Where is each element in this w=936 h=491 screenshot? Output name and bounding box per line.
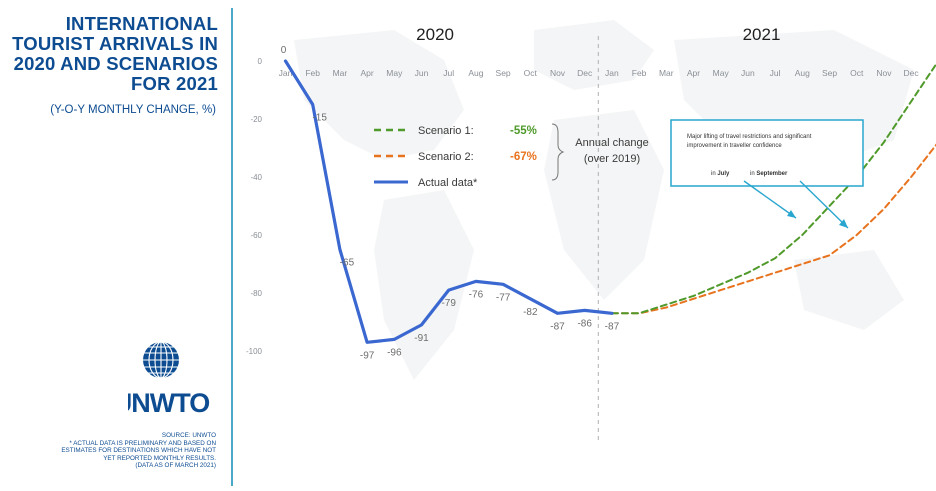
x-tick-label: Jun <box>415 68 429 78</box>
axis-layer: 2020 2021 Jan Feb Mar Apr May Jun Jul Aug Sep Oct No… <box>246 25 919 440</box>
x-tick-label: May <box>713 68 730 78</box>
x-tick-label: Jan <box>279 68 293 78</box>
series-line-scenario2 <box>610 143 936 315</box>
annotation-callout: Major lifting of travel restrictions and… <box>670 119 864 229</box>
legend-bracket-line: (over 2019) <box>584 153 640 165</box>
x-tick-label: Sep <box>822 68 837 78</box>
annotation-september: in September <box>750 171 788 177</box>
data-label: -87 <box>605 321 620 332</box>
title-line: INTERNATIONAL <box>65 13 218 34</box>
source-note: SOURCE: UNWTO * ACTUAL DATA IS PRELIMINA… <box>6 432 216 470</box>
legend-label-scenario1: Scenario 1: <box>418 125 474 137</box>
labels-layer: 0 -15 -65 -97 -96 -91 -79 -76 -77 -82 -87 -86 -87 <box>281 45 620 361</box>
data-label: 0 <box>281 45 287 56</box>
x-tick-label: Aug <box>795 68 810 78</box>
legend-bracket <box>551 123 565 181</box>
legend: Scenario 1: -55% Scenario 2: -67% Actual… <box>374 123 649 189</box>
x-tick-label: Aug <box>468 68 483 78</box>
annotation-line: improvement in traveller confidence <box>687 143 782 149</box>
x-tick-label: Jul <box>443 68 454 78</box>
panel-divider <box>231 8 233 486</box>
source-line: * ACTUAL DATA IS PRELIMINARY AND BASED O… <box>69 439 216 447</box>
data-label: -79 <box>441 298 456 309</box>
source-line: SOURCE: UNWTO <box>161 432 216 439</box>
unwto-logo: UNWTO <box>128 341 210 418</box>
source-line: (DATA AS OF MARCH 2021) <box>135 462 216 470</box>
x-tick-label: Apr <box>687 68 700 78</box>
x-tick-label: May <box>386 68 403 78</box>
y-tick-label: -60 <box>250 231 262 240</box>
data-label: -15 <box>312 113 327 124</box>
annotation-july-month: July <box>717 171 730 177</box>
legend-bracket-line: Annual change <box>575 137 648 149</box>
source-line: YET REPORTED MONTHLY RESULTS. <box>103 454 216 462</box>
data-label: -87 <box>550 321 565 332</box>
data-label: -82 <box>523 307 538 318</box>
x-tick-label: Mar <box>333 68 348 78</box>
data-label: -91 <box>414 333 429 344</box>
data-label: -76 <box>469 289 484 300</box>
x-tick-label: Jun <box>741 68 755 78</box>
annotation-september-month: September <box>756 171 788 177</box>
logo-text: UNWTO <box>128 388 209 418</box>
y-tick-label: -20 <box>250 115 262 124</box>
title-line: 2020 AND SCENARIOS <box>13 53 218 74</box>
annotation-arrowhead-september <box>839 219 848 228</box>
legend-label-actual: Actual data* <box>418 177 478 189</box>
x-tick-label: Nov <box>550 68 566 78</box>
left-panel: INTERNATIONAL TOURIST ARRIVALS IN 2020 A… <box>0 0 228 491</box>
series-line-scenario1 <box>610 62 936 315</box>
x-tick-label: Oct <box>524 68 538 78</box>
annotation-box <box>670 119 864 187</box>
y-tick-label: -80 <box>250 289 262 298</box>
title-line: FOR 2021 <box>131 73 218 94</box>
data-label: -77 <box>496 292 511 303</box>
x-tick-label: Mar <box>659 68 674 78</box>
y-tick-label: -100 <box>246 347 263 356</box>
x-tick-label: Apr <box>360 68 373 78</box>
annotation-september-prefix: in <box>750 171 756 177</box>
annotation-arrowhead-july <box>787 210 796 218</box>
series-line-actual <box>283 59 614 344</box>
chart-title: INTERNATIONAL TOURIST ARRIVALS IN 2020 A… <box>0 14 218 94</box>
legend-label-scenario2: Scenario 2: <box>418 151 474 163</box>
legend-value-scenario1: -55% <box>510 125 537 137</box>
x-tick-label: Dec <box>904 68 920 78</box>
title-line: TOURIST ARRIVALS IN <box>12 33 218 54</box>
data-label: -97 <box>360 350 375 361</box>
annotation-july: in July <box>711 171 730 177</box>
x-tick-label: Jul <box>770 68 781 78</box>
x-tick-label: Jan <box>605 68 619 78</box>
data-label: -65 <box>340 258 355 269</box>
data-label: -96 <box>387 347 402 358</box>
series-layer <box>283 59 936 344</box>
y-tick-label: 0 <box>258 57 263 66</box>
y-tick-label: -40 <box>250 173 262 182</box>
annotation-arrow-july <box>743 180 797 219</box>
x-tick-label: Sep <box>496 68 511 78</box>
source-line: ESTIMATES FOR DESTINATIONS WHICH HAVE NO… <box>61 447 216 455</box>
annotation-july-prefix: in <box>711 171 717 177</box>
legend-value-scenario2: -67% <box>510 151 537 163</box>
annotation-arrow-september <box>799 180 849 229</box>
globe-icon <box>143 341 179 379</box>
x-tick-label: Dec <box>577 68 593 78</box>
annotation-line: Major lifting of travel restrictions and… <box>687 134 812 140</box>
x-tick-label: Nov <box>876 68 892 78</box>
chart-subtitle: (Y-O-Y MONTHLY CHANGE, %) <box>50 104 216 116</box>
data-label: -86 <box>577 318 592 329</box>
x-tick-label: Feb <box>305 68 320 78</box>
chart-area: 2020 2021 Jan Feb Mar Apr May Jun Jul Aug Sep Oct No… <box>246 20 936 440</box>
x-tick-label: Feb <box>632 68 647 78</box>
year-label: 2020 <box>416 25 454 44</box>
x-tick-label: Oct <box>850 68 864 78</box>
year-label: 2021 <box>743 25 781 44</box>
